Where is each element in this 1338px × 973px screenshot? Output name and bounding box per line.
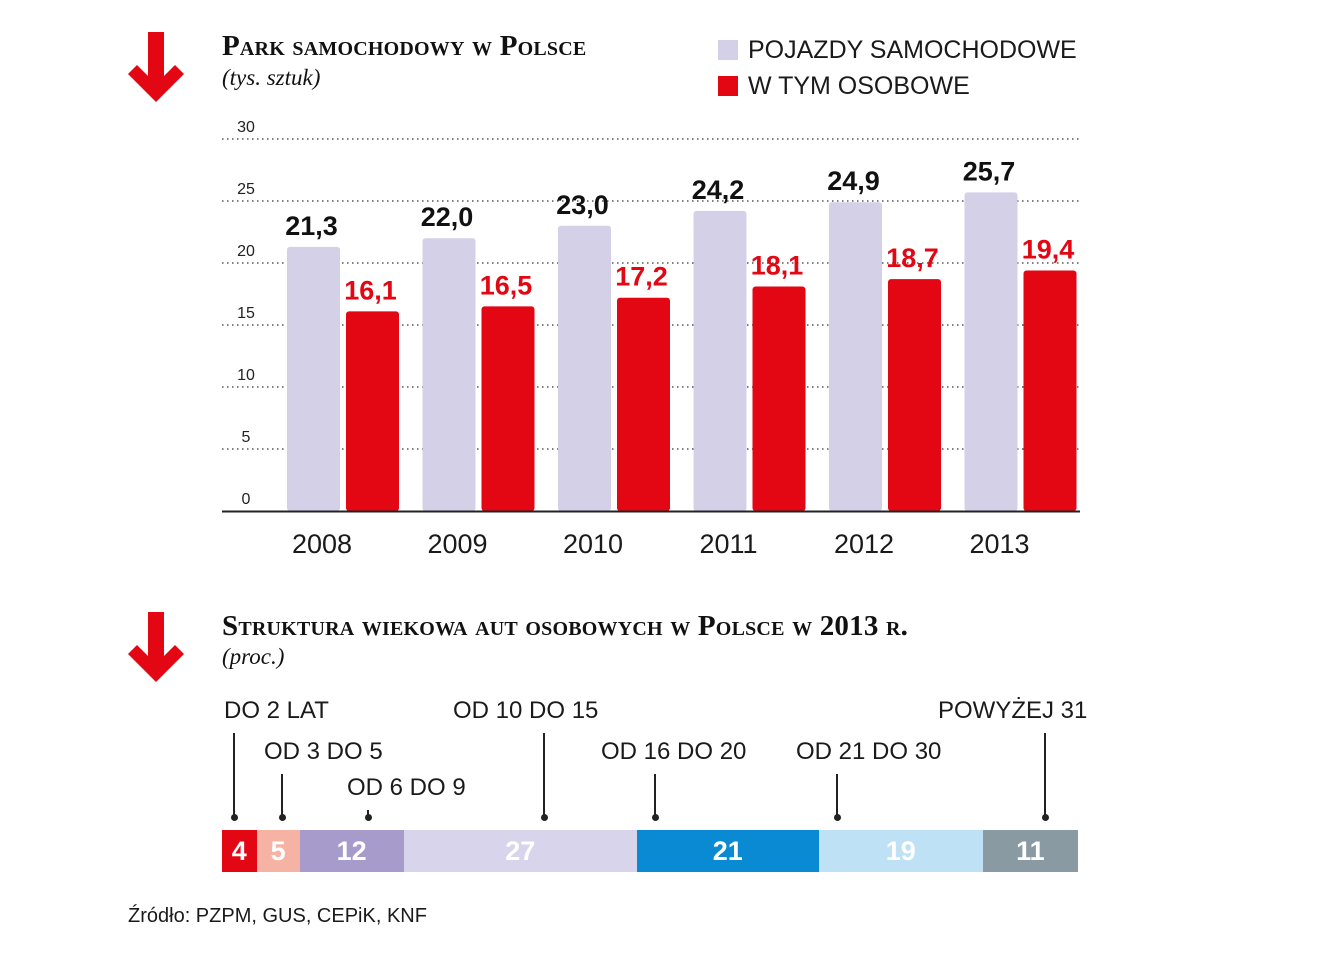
- legend-item-passenger: W TYM OSOBOWE: [718, 68, 1077, 104]
- legend: POJAZDY SAMOCHODOWE W TYM OSOBOWE: [718, 32, 1077, 104]
- age-label-connector: [836, 774, 838, 817]
- chart-subtitle-age: (proc.): [222, 644, 285, 669]
- legend-item-vehicles: POJAZDY SAMOCHODOWE: [718, 32, 1077, 68]
- bar: [617, 297, 670, 511]
- bar: [964, 192, 1018, 511]
- data-label: 19,4: [1022, 234, 1075, 264]
- data-label: 24,2: [692, 175, 745, 205]
- data-label: 16,1: [344, 275, 397, 305]
- x-tick-label: 2008: [292, 529, 352, 559]
- age-label-connector-dot: [230, 814, 238, 821]
- bar-chart: 0 5 10 15 20 25 30 21,3 16,1 2008 22,0 16,5 2009 23,0…: [222, 119, 1080, 559]
- stacked-segment: 4: [222, 830, 257, 872]
- age-group-label: OD 21 DO 30: [796, 738, 942, 765]
- legend-label-passenger: W TYM OSOBOWE: [748, 71, 970, 100]
- age-group-label: POWYŻEJ 31: [938, 697, 1088, 724]
- bar: [693, 210, 747, 512]
- age-group-label: DO 2 LAT: [224, 697, 329, 724]
- legend-label-vehicles: POJAZDY SAMOCHODOWE: [748, 35, 1077, 64]
- data-label: 18,7: [886, 243, 939, 273]
- data-label: 21,3: [285, 211, 338, 241]
- data-label: 17,2: [615, 262, 668, 292]
- bar: [1023, 270, 1077, 511]
- y-tick-label: 30: [237, 119, 255, 136]
- y-tick-label: 20: [237, 243, 255, 260]
- x-tick-label: 2010: [563, 529, 623, 559]
- bar: [287, 246, 340, 511]
- age-label-connector: [1044, 733, 1046, 817]
- bar: [346, 311, 399, 511]
- age-label-connector: [367, 810, 369, 817]
- y-tick-label: 10: [237, 367, 255, 384]
- age-group-label: OD 6 DO 9: [347, 774, 466, 801]
- y-tick-label: 5: [242, 429, 251, 446]
- chart-subtitle: (tys. sztuk): [222, 65, 321, 90]
- source-note: Źródło: PZPM, GUS, CEPiK, KNF: [128, 905, 427, 927]
- age-label-connector: [543, 733, 545, 817]
- age-label-connector: [281, 774, 283, 817]
- down-arrow-icon: [128, 32, 184, 102]
- age-label-connector-dot: [364, 814, 372, 821]
- x-tick-label: 2011: [699, 529, 757, 559]
- bar: [752, 286, 806, 511]
- data-label: 23,0: [556, 190, 609, 220]
- x-tick-label: 2013: [969, 529, 1029, 559]
- chart-title: Park samochodowy w Polsce: [222, 30, 587, 62]
- bar: [888, 279, 941, 511]
- y-tick-label: 15: [237, 305, 255, 322]
- age-label-connector-dot: [278, 814, 286, 821]
- stacked-segment: 27: [403, 830, 638, 872]
- age-label-connector-dot: [651, 814, 659, 821]
- age-label-connector-dot: [833, 814, 841, 821]
- bar: [481, 306, 535, 511]
- x-tick-label: 2012: [834, 529, 894, 559]
- x-tick-label: 2009: [427, 529, 487, 559]
- age-label-connector: [654, 774, 656, 817]
- y-tick-label: 25: [237, 181, 255, 198]
- data-label: 24,9: [827, 166, 880, 196]
- stacked-segment: 12: [299, 830, 404, 872]
- stacked-segment: 21: [637, 830, 819, 872]
- bar: [558, 225, 611, 512]
- data-label: 25,7: [963, 156, 1016, 186]
- data-label: 18,1: [751, 251, 804, 281]
- y-tick-label: 0: [242, 491, 251, 508]
- age-group-label: OD 3 DO 5: [264, 738, 383, 765]
- legend-swatch-vehicles: [718, 40, 738, 60]
- stacked-segment: 19: [818, 830, 983, 872]
- legend-swatch-passenger: [718, 76, 738, 96]
- stacked-segment: 5: [256, 830, 300, 872]
- chart-title-age: Struktura wiekowa aut osobowych w Polsce…: [222, 610, 909, 642]
- age-group-label: OD 16 DO 20: [601, 738, 747, 765]
- bar: [829, 202, 882, 512]
- stacked-segment: 11: [982, 830, 1078, 872]
- down-arrow-icon: [128, 612, 184, 682]
- bar: [422, 238, 476, 511]
- age-label-connector-dot: [540, 814, 548, 821]
- data-label: 16,5: [480, 270, 533, 300]
- age-label-connector: [233, 733, 235, 817]
- age-label-connector-dot: [1041, 814, 1049, 821]
- data-label: 22,0: [421, 202, 474, 232]
- age-group-label: OD 10 DO 15: [453, 697, 599, 724]
